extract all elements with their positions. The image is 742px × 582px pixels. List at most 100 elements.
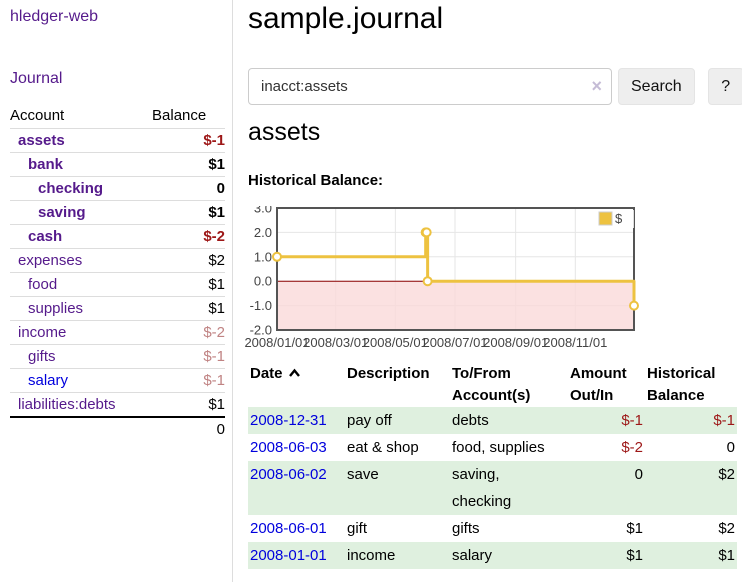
chart-title: Historical Balance:	[248, 172, 384, 189]
svg-text:-1.0: -1.0	[250, 298, 272, 313]
account-row: gifts $-1	[10, 344, 225, 369]
register-row: 2008-06-02 save saving, checking 0 $2	[248, 461, 737, 515]
account-link[interactable]: cash	[28, 228, 63, 245]
account-balance: $-2	[152, 224, 225, 249]
register-row: 2008-01-01 income salary $1 $1	[248, 542, 737, 569]
description-cell: save	[347, 466, 379, 483]
account-link[interactable]: saving	[38, 204, 86, 221]
balance-cell: $1	[718, 547, 735, 564]
register-table: Date Description To/From Account(s) Amount Ou…	[248, 363, 737, 569]
account-balance: $1	[152, 392, 225, 417]
account-balance: $1	[152, 152, 225, 177]
date-link[interactable]: 2008-01-01	[250, 547, 327, 564]
page-title: sample.journal	[248, 2, 444, 35]
register-header-cell: Historical Balance	[647, 365, 716, 404]
accounts-total-balance: 0	[152, 416, 225, 441]
balance-cell: $-1	[713, 412, 735, 429]
account-balance: $-1	[152, 344, 225, 369]
svg-text:2.0: 2.0	[254, 225, 272, 240]
account-balance: $1	[152, 272, 225, 297]
register-head: Date Description To/From Account(s) Amount Ou…	[248, 363, 737, 407]
account-row: saving $1	[10, 200, 225, 225]
svg-text:1.0: 1.0	[254, 249, 272, 264]
search-field-wrap: ×	[248, 68, 612, 105]
svg-text:$: $	[615, 211, 623, 226]
description-cell: income	[347, 547, 396, 564]
description-cell: pay off	[347, 412, 392, 429]
accounts-header-row: Account Balance	[10, 104, 225, 129]
sidebar: hledger-web Journal Account Balance asse…	[0, 0, 233, 582]
account-link[interactable]: gifts	[28, 348, 56, 365]
svg-text:2008/07/01: 2008/07/01	[422, 335, 487, 350]
account-row: assets $-1	[10, 128, 225, 153]
account-balance: $-1	[152, 128, 225, 153]
register-row: 2008-06-01 gift gifts $1 $2	[248, 515, 737, 542]
balance-cell: $2	[718, 466, 735, 483]
description-cell: eat & shop	[347, 439, 419, 456]
amount-cell: $-2	[621, 439, 643, 456]
amount-cell: $1	[626, 547, 643, 564]
date-link[interactable]: 2008-06-02	[250, 466, 327, 483]
accounts-header-account: Account	[10, 107, 65, 124]
account-balance: 0	[152, 176, 225, 201]
account-row: income $-2	[10, 320, 225, 345]
account-link[interactable]: income	[18, 324, 67, 341]
register-row: 2008-12-31 pay off debts $-1 $-1	[248, 407, 737, 434]
amount-cell: 0	[634, 466, 643, 483]
clear-search-icon[interactable]: ×	[591, 76, 602, 96]
help-button[interactable]: ?	[707, 68, 742, 105]
account-row: liabilities:debts $1	[10, 392, 225, 417]
register-header-cell[interactable]: Date	[248, 363, 345, 407]
account-link[interactable]: food	[28, 276, 58, 293]
svg-text:0.0: 0.0	[254, 274, 272, 289]
register-header-cell: Description	[347, 365, 430, 382]
accounts-cell: debts	[452, 412, 489, 429]
account-row: cash $-2	[10, 224, 225, 249]
account-link[interactable]: bank	[28, 156, 64, 173]
date-link[interactable]: 2008-12-31	[250, 412, 327, 429]
account-link[interactable]: salary	[28, 372, 69, 389]
account-balance: $2	[152, 248, 225, 273]
account-row: supplies $1	[10, 296, 225, 321]
date-link[interactable]: 2008-06-01	[250, 520, 327, 537]
amount-cell: $-1	[621, 412, 643, 429]
account-link[interactable]: liabilities:debts	[18, 396, 116, 413]
account-balance: $-2	[152, 320, 225, 345]
account-balance: $-1	[152, 368, 225, 393]
register-tbody: 2008-12-31 pay off debts $-1 $-1 2008-06-03 ea…	[248, 407, 737, 569]
sidebar-item-journal[interactable]: Journal	[10, 70, 63, 87]
svg-text:3.0: 3.0	[254, 206, 272, 216]
account-link[interactable]: expenses	[18, 252, 83, 269]
account-link[interactable]: checking	[38, 180, 104, 197]
account-link[interactable]: supplies	[28, 300, 84, 317]
search-button[interactable]: Search	[618, 68, 695, 105]
svg-text:2008/03/01: 2008/03/01	[303, 335, 368, 350]
svg-text:2008/05/01: 2008/05/01	[363, 335, 428, 350]
account-row: salary $-1	[10, 368, 225, 393]
amount-cell: $1	[626, 520, 643, 537]
register-header-row: Date Description To/From Account(s) Amount Ou…	[248, 363, 737, 407]
accounts-table: Account Balance assets $-1 bank $1 checking 0…	[10, 104, 225, 441]
account-balance: $1	[152, 296, 225, 321]
svg-text:2008/09/01: 2008/09/01	[483, 335, 548, 350]
search-input[interactable]	[248, 68, 612, 105]
svg-text:-2.0: -2.0	[250, 323, 272, 338]
chevron-up-icon	[288, 368, 300, 377]
accounts-cell: food, supplies	[452, 439, 545, 456]
svg-text:2008/11/01: 2008/11/01	[543, 335, 607, 350]
date-link[interactable]: 2008-06-03	[250, 439, 327, 456]
accounts-cell: saving, checking	[452, 466, 512, 510]
app-brand-link[interactable]: hledger-web	[10, 8, 99, 25]
accounts-tbody: assets $-1 bank $1 checking 0 saving $1 cash $-2 e…	[10, 128, 225, 417]
account-link[interactable]: assets	[18, 132, 65, 149]
account-balance: $1	[152, 200, 225, 225]
accounts-header-balance: Balance	[152, 107, 207, 124]
accounts-cell: salary	[452, 547, 493, 564]
balance-chart: $3.0 2.0 1.0 0.0 -1.0 -2.02008/01/012008/03/0…	[244, 206, 639, 350]
balance-cell: $2	[718, 520, 735, 537]
accounts-cell: gifts	[452, 520, 480, 537]
register-row: 2008-06-03 eat & shop food, supplies $-2 0	[248, 434, 737, 461]
register-header-cell: Amount Out/In	[570, 365, 627, 404]
search-form: × Search ?	[248, 68, 742, 105]
svg-text:2008/01/01: 2008/01/01	[244, 335, 309, 350]
